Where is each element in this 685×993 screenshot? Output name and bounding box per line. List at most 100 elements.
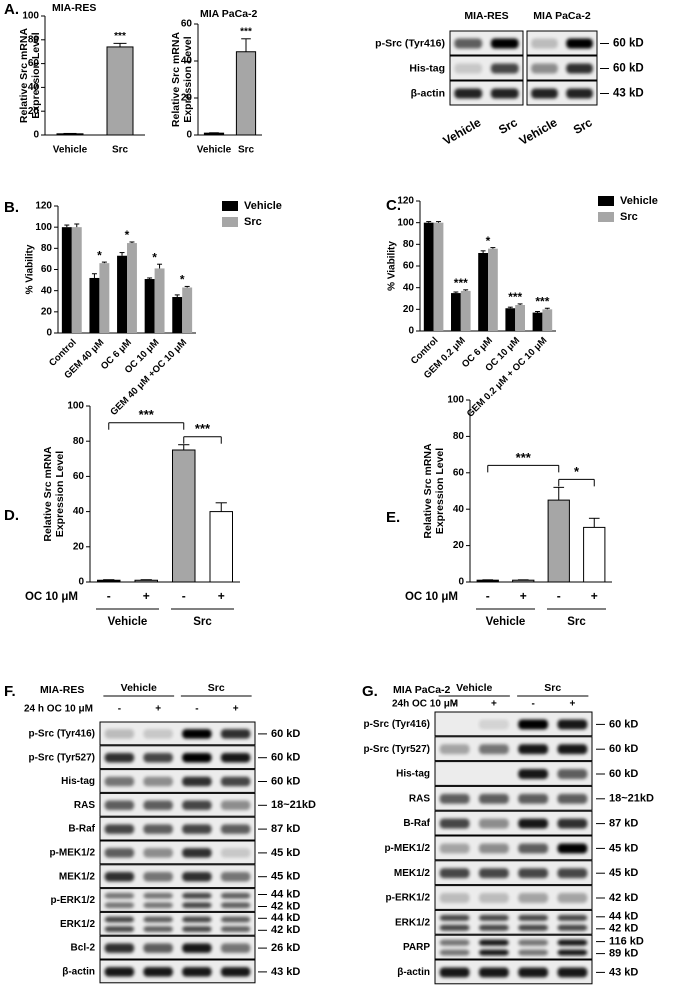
blot-band <box>454 38 483 49</box>
y-tick-label: 80 <box>453 431 465 442</box>
group-label: Vehicle <box>486 616 526 628</box>
significance: * <box>125 228 130 242</box>
blot-band <box>220 752 251 763</box>
blot-band <box>478 818 509 829</box>
blot-band <box>220 848 251 858</box>
panel-label: A. <box>4 1 19 18</box>
row-label: p-Src (Tyr527) <box>363 744 430 755</box>
significance: * <box>574 464 580 479</box>
blot-band <box>557 769 588 779</box>
bracket <box>558 478 595 487</box>
blot-band <box>439 843 470 854</box>
significance: *** <box>516 450 532 465</box>
error-bar <box>507 306 513 309</box>
blot-band <box>557 818 588 829</box>
bar <box>106 46 134 136</box>
blot-band <box>104 892 135 899</box>
blot-band <box>220 892 251 899</box>
blot-band <box>182 943 212 953</box>
row-label: His-tag <box>409 62 445 74</box>
error-bar <box>103 579 115 581</box>
kd-label: 42 kD <box>271 924 300 936</box>
panel-label: D. <box>4 507 19 524</box>
blot-band <box>220 729 251 739</box>
error-bar <box>241 38 251 52</box>
y-axis-label: Expression Level <box>30 32 42 118</box>
lane-label: Vehicle <box>441 115 484 148</box>
blot-band <box>518 868 549 879</box>
error-bar <box>463 289 469 291</box>
legend-label: Src <box>244 216 262 228</box>
blot-band <box>439 939 470 946</box>
blot-band <box>104 752 135 763</box>
panel-label: G. <box>362 683 378 700</box>
blot-band <box>478 868 509 879</box>
blot-band <box>143 871 173 882</box>
group-label: Vehicle <box>108 616 148 628</box>
blot-band <box>182 871 212 882</box>
blot-band <box>478 843 509 854</box>
blot-band <box>143 752 173 763</box>
blot-band <box>490 38 519 49</box>
y-tick-label: 40 <box>453 504 465 515</box>
bracket <box>108 422 185 430</box>
y-tick-label: 20 <box>403 304 415 315</box>
blot-band <box>557 967 588 978</box>
blot-band <box>220 824 251 834</box>
y-axis-label: Expression Level <box>182 36 194 122</box>
bar <box>583 526 606 583</box>
kd-label: 60 kD <box>271 775 300 787</box>
kd-label: 45 kD <box>609 842 638 854</box>
bar <box>235 51 257 136</box>
blot-band <box>557 843 588 854</box>
column-header: MIA-RES <box>464 10 508 22</box>
blot-band <box>439 914 470 921</box>
bar <box>515 305 525 331</box>
y-tick-label: 100 <box>22 11 39 22</box>
blot-band <box>478 719 509 730</box>
blot-band <box>104 824 135 834</box>
x-tick-label: Src <box>112 145 129 156</box>
blot-band <box>518 893 549 903</box>
error-bar <box>553 486 565 501</box>
legend-swatch <box>222 217 238 227</box>
blot-band <box>220 943 251 953</box>
error-bar <box>119 252 125 256</box>
y-axis-label: Relative Src mRNA <box>18 28 30 124</box>
y-axis-label: Expression Level <box>54 451 66 537</box>
group-label: Vehicle <box>456 682 492 694</box>
blot-band <box>220 967 251 977</box>
blot-band <box>439 967 470 978</box>
row-label: p-Src (Tyr527) <box>28 752 95 763</box>
y-tick-label: 40 <box>403 282 415 293</box>
significance: * <box>152 250 157 264</box>
row-label: ERK1/2 <box>60 919 95 930</box>
error-bar <box>140 579 152 581</box>
blot-band <box>518 793 549 804</box>
x-tick-label: Vehicle <box>197 145 232 156</box>
legend-swatch <box>222 201 238 211</box>
blot-band <box>220 902 251 909</box>
y-axis-label: Relative Src mRNA <box>422 443 434 539</box>
blot-strip <box>434 711 593 737</box>
blot-band <box>557 939 588 946</box>
bar <box>56 133 84 136</box>
y-tick-label: 0 <box>186 130 192 141</box>
y-tick-label: 60 <box>181 19 193 30</box>
lane-label: Src <box>571 115 595 137</box>
error-bar <box>535 311 540 313</box>
blot-band <box>182 926 212 932</box>
error-bar <box>480 250 486 253</box>
bar <box>209 511 233 583</box>
blot-band <box>531 63 558 74</box>
blot-strip <box>99 840 256 865</box>
row-label: p-MEK1/2 <box>384 843 430 854</box>
blot-strip <box>434 785 593 811</box>
blot-strip <box>99 721 256 746</box>
y-tick-label: 20 <box>41 306 53 317</box>
row-label: B-Raf <box>403 818 430 829</box>
row-label: RAS <box>409 793 430 804</box>
blot-band <box>518 843 549 854</box>
group-label: Src <box>208 682 225 694</box>
